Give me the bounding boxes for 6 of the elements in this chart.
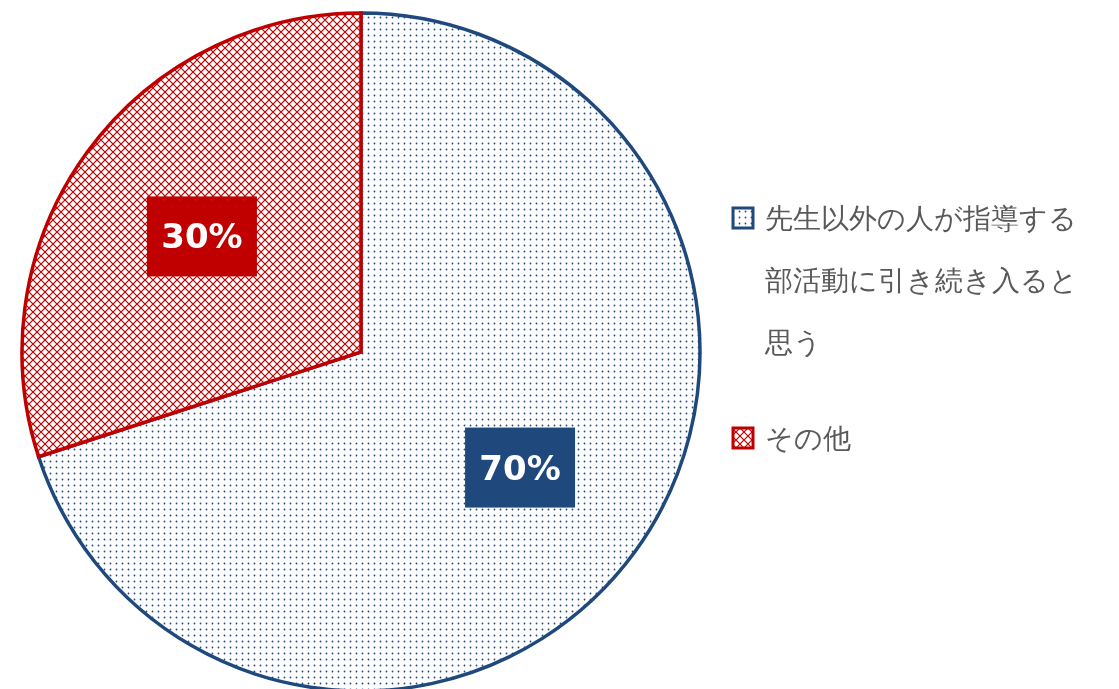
pie-slice <box>20 11 363 459</box>
pie-slice <box>36 11 702 689</box>
legend-label: 先生以外の人が指導する部活動に引き続き入ると思う <box>764 201 1078 359</box>
data-label: 70% <box>479 447 561 488</box>
data-label: 30% <box>161 216 243 257</box>
legend-label: その他 <box>765 421 851 455</box>
